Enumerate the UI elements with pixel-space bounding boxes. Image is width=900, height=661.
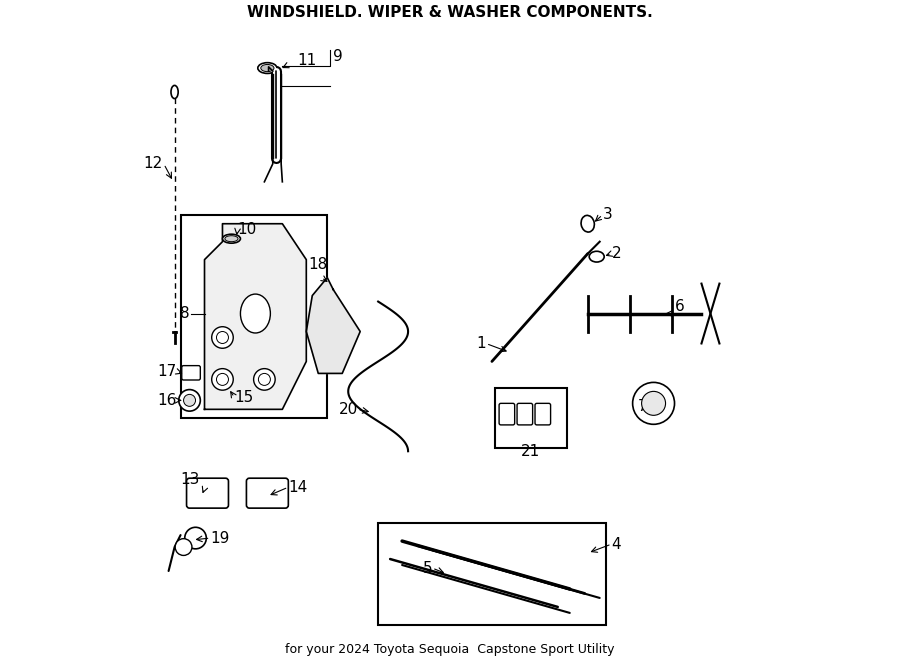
Text: 14: 14 xyxy=(288,480,308,494)
Text: 19: 19 xyxy=(211,531,230,545)
Text: 5: 5 xyxy=(422,561,432,576)
FancyBboxPatch shape xyxy=(186,478,229,508)
Text: 2: 2 xyxy=(612,246,621,261)
Text: 12: 12 xyxy=(143,157,163,171)
Circle shape xyxy=(184,395,195,407)
Circle shape xyxy=(176,539,192,555)
Ellipse shape xyxy=(225,236,238,242)
Polygon shape xyxy=(204,223,306,409)
Text: for your 2024 Toyota Sequoia  Capstone Sport Utility: for your 2024 Toyota Sequoia Capstone Sp… xyxy=(285,643,615,656)
FancyBboxPatch shape xyxy=(535,403,551,425)
Text: 16: 16 xyxy=(158,393,177,408)
Text: 17: 17 xyxy=(158,364,177,379)
Text: 15: 15 xyxy=(234,390,254,405)
Text: 4: 4 xyxy=(612,537,621,551)
Ellipse shape xyxy=(240,294,270,333)
Polygon shape xyxy=(306,278,360,373)
Ellipse shape xyxy=(581,215,594,232)
Text: WINDSHIELD. WIPER & WASHER COMPONENTS.: WINDSHIELD. WIPER & WASHER COMPONENTS. xyxy=(248,5,652,20)
Circle shape xyxy=(217,332,229,344)
Text: 13: 13 xyxy=(180,472,199,487)
Text: 3: 3 xyxy=(603,208,612,222)
Bar xyxy=(495,389,567,448)
Ellipse shape xyxy=(222,234,240,243)
Ellipse shape xyxy=(590,251,604,262)
Text: 20: 20 xyxy=(338,402,358,417)
Ellipse shape xyxy=(261,65,274,71)
FancyBboxPatch shape xyxy=(247,478,288,508)
FancyBboxPatch shape xyxy=(182,366,201,380)
Text: 8: 8 xyxy=(180,306,190,321)
Circle shape xyxy=(642,391,666,415)
Circle shape xyxy=(212,369,233,390)
Circle shape xyxy=(179,389,201,411)
Text: 18: 18 xyxy=(309,256,328,272)
Circle shape xyxy=(633,383,674,424)
Text: 6: 6 xyxy=(674,299,684,313)
Bar xyxy=(181,215,328,418)
Text: 10: 10 xyxy=(238,222,256,237)
FancyBboxPatch shape xyxy=(500,403,515,425)
Ellipse shape xyxy=(257,63,277,73)
Text: 21: 21 xyxy=(521,444,541,459)
Circle shape xyxy=(217,373,229,385)
Bar xyxy=(378,523,606,625)
Ellipse shape xyxy=(171,85,178,98)
Text: 7: 7 xyxy=(638,399,648,414)
Text: 9: 9 xyxy=(333,48,343,63)
Circle shape xyxy=(254,369,275,390)
Circle shape xyxy=(184,527,206,549)
Text: 1: 1 xyxy=(476,336,486,351)
Circle shape xyxy=(258,373,270,385)
Circle shape xyxy=(212,327,233,348)
FancyBboxPatch shape xyxy=(518,403,533,425)
Text: 11: 11 xyxy=(297,54,317,68)
